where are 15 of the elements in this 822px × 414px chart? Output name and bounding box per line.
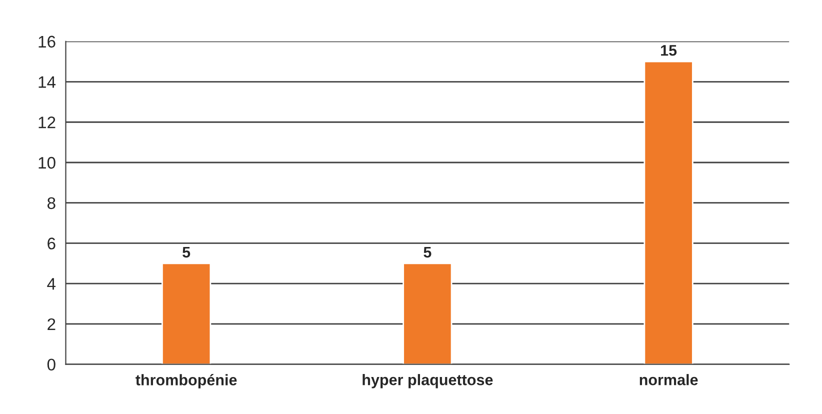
x-tick-label: normale — [640, 374, 698, 386]
y-tick-label: 12 — [38, 116, 56, 128]
y-tick-label: 2 — [48, 318, 56, 330]
data-label: 5 — [182, 246, 190, 258]
y-tick-label: 8 — [47, 197, 56, 210]
x-tick-label: hyper plaquettose — [362, 374, 493, 388]
y-tick-label: 14 — [38, 76, 56, 88]
y-tick-label: 10 — [38, 156, 56, 169]
x-tick-label: thrombopénie — [136, 374, 237, 388]
y-tick-label: 4 — [47, 278, 56, 290]
y-tick-label: 0 — [47, 358, 56, 371]
data-label: 15 — [661, 45, 677, 56]
data-label: 5 — [424, 246, 432, 258]
y-tick-label: 6 — [48, 238, 56, 250]
y-tick-label: 16 — [38, 36, 56, 48]
